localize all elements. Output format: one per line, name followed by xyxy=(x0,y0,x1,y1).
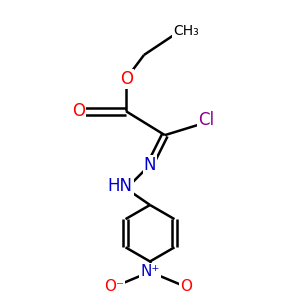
Text: N: N xyxy=(144,156,156,174)
Text: Cl: Cl xyxy=(198,111,214,129)
Text: CH₃: CH₃ xyxy=(173,24,199,38)
Text: HN: HN xyxy=(108,177,133,195)
Text: O: O xyxy=(180,279,192,294)
Text: N⁺: N⁺ xyxy=(140,264,160,279)
Text: O: O xyxy=(72,102,85,120)
Text: O: O xyxy=(120,70,133,88)
Text: O⁻: O⁻ xyxy=(104,279,124,294)
